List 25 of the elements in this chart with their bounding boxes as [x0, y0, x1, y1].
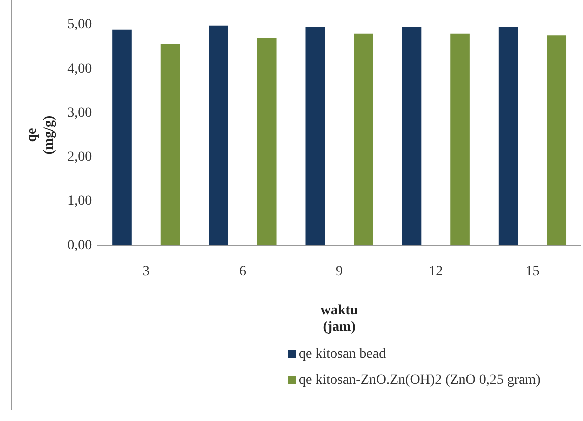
y-tick-label: 4,00	[68, 62, 92, 77]
legend-label: qe kitosan bead	[298, 346, 388, 364]
bar	[498, 27, 518, 246]
y-axis-title: qe (mg/g)	[25, 116, 57, 155]
x-tick-label: 3	[142, 264, 150, 280]
y-tick-label: 5,00	[68, 18, 92, 33]
bar	[354, 34, 374, 246]
legend-label: qe kitosan-ZnO.Zn(OH)2 (ZnO 0,25 gram)	[298, 372, 541, 390]
y-tick-label: 2,00	[68, 150, 92, 166]
x-tick-label: 6	[239, 264, 246, 280]
x-tick-label: 12	[429, 264, 444, 280]
x-tick-label: 9	[336, 264, 344, 280]
y-tick-label: 0,00	[68, 238, 92, 254]
bar	[160, 44, 180, 246]
x-axis-title: waktu (jam)	[320, 303, 358, 336]
bar	[306, 27, 326, 246]
y-tick-label: 1,00	[68, 194, 92, 210]
bar	[257, 38, 277, 246]
bar	[547, 36, 567, 246]
bar	[450, 34, 470, 246]
bar	[402, 27, 422, 246]
bar	[209, 26, 228, 246]
bar	[112, 30, 132, 246]
x-tick-label: 15	[526, 264, 540, 280]
y-tick-label: 3,00	[68, 106, 92, 121]
